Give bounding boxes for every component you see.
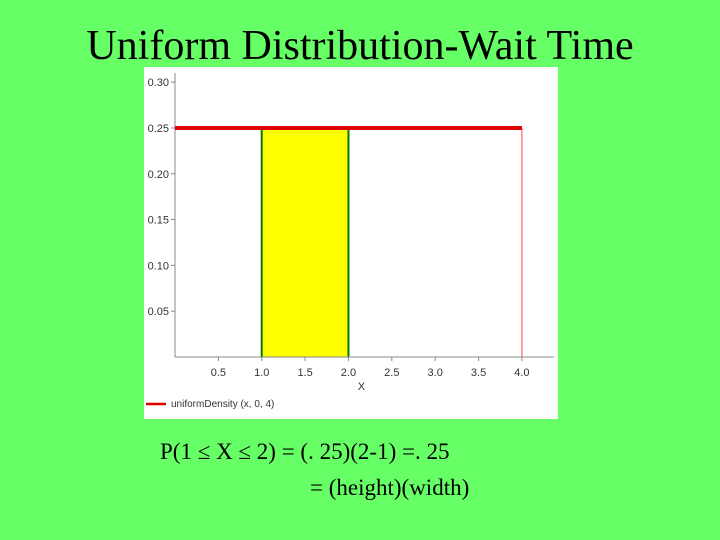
uniform-density-chart: 0.05 0.10 0.15 0.20 0.25 0.30 0.5 1.0 1.5 2.0 2.5 3… [146,73,554,410]
slide-title: Uniform Distribution-Wait Time [86,23,634,69]
x-tick-label: 1.5 [297,367,312,379]
shaded-probability-area [261,127,349,357]
formula-interpretation: = (height)(width) [310,475,470,500]
x-tick-label: 2.5 [384,367,399,379]
x-tick-label: 0.5 [211,367,226,379]
x-tick-label: 3.0 [428,367,443,379]
x-tick-label: 4.0 [514,367,529,379]
probability-formula: P(1 ≤ X ≤ 2) = (. 25)(2-1) =. 25 [160,439,450,464]
y-tick-label: 0.15 [148,215,169,227]
chart-panel: 0.05 0.10 0.15 0.20 0.25 0.30 0.5 1.0 1.5 2.0 2.5 3… [144,67,558,419]
y-tick-label: 0.25 [148,123,169,135]
x-tick-label: 2.0 [341,367,356,379]
y-tick-label: 0.20 [148,169,169,181]
y-tick-label: 0.05 [148,306,169,318]
y-tick-label: 0.30 [148,77,169,89]
x-axis-label: X [358,381,366,393]
x-tick-label: 1.0 [254,367,269,379]
x-tick-label: 3.5 [471,367,486,379]
y-tick-label: 0.10 [148,260,169,272]
legend-entry: uniformDensity (x, 0, 4) [171,399,274,410]
